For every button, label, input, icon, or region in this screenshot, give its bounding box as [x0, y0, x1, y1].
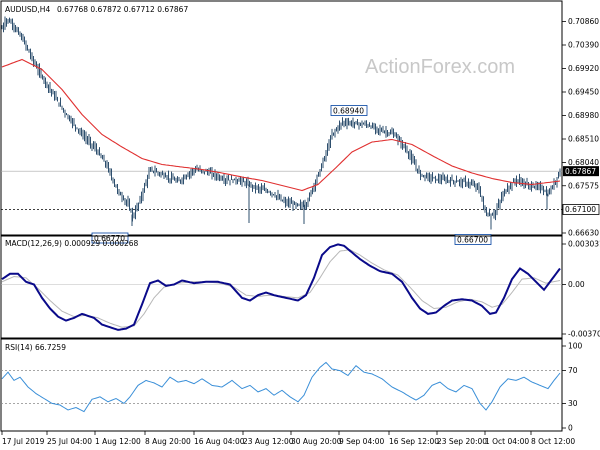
price-bars [1, 16, 561, 230]
time-tick-label: 1 Oct 04:00 [485, 437, 529, 446]
current-price-label: 0.67867 [565, 167, 596, 176]
time-tick-label: 1 Aug 12:00 [95, 437, 141, 446]
rsi-tick-label: 70 [568, 366, 578, 375]
time-axis: 17 Jul 2019 25 Jul 04:00 1 Aug 12:00 8 Aug … [1, 431, 575, 446]
macd-line [1, 243, 561, 331]
support-price-tag: 0.67100 [562, 204, 600, 215]
macd-axis: 0.003031 0.00 -0.003706 [562, 240, 600, 339]
time-tick-label: 23 Sep 20:00 [437, 437, 487, 446]
macd-tick-label: 0.003031 [568, 240, 600, 249]
price-pane: AUDUSD,H4 0.67768 0.67872 0.67712 0.6786… [0, 0, 600, 245]
rsi-title: RSI(14) 66.7259 [5, 343, 66, 352]
price-tick-label: 0.69920 [568, 64, 599, 73]
price-tick-label: 0.68040 [568, 158, 599, 167]
price-tick-label: 0.68980 [568, 111, 599, 120]
price-title: AUDUSD,H4 [5, 5, 50, 14]
price-tick-label: 0.68510 [568, 135, 599, 144]
support-price-label: 0.67100 [565, 205, 596, 214]
annotation-low-2: 0.66700 [454, 234, 492, 245]
price-tick-label: 0.67575 [568, 181, 599, 190]
price-ohlc-header: 0.67768 0.67872 0.67712 0.67867 [57, 5, 188, 14]
macd-pane: MACD(12,26,9) 0.000929 0.000268 0.003031… [0, 235, 600, 339]
rsi-axis: 100 70 30 0 [562, 342, 583, 433]
macd-title: MACD(12,26,9) 0.000929 0.000268 [5, 239, 139, 248]
macd-pane-border [0, 235, 563, 339]
rsi-line [1, 361, 561, 413]
annotation-low-1: 0.66770 [91, 232, 129, 244]
rsi-pane-border [0, 338, 563, 432]
time-tick-label: 17 Jul 2019 [2, 437, 45, 446]
watermark: ActionForex.com [365, 56, 515, 78]
current-price-tag: 0.67867 [563, 166, 599, 177]
time-tick-label: 16 Sep 12:00 [389, 437, 439, 446]
rsi-tick-label: 0 [568, 424, 573, 433]
time-tick-label: 9 Sep 04:00 [339, 437, 385, 446]
time-tick-label: 30 Aug 20:00 [291, 437, 342, 446]
rsi-tick-label: 30 [568, 399, 578, 408]
rsi-pane: RSI(14) 66.7259 100 70 30 0 [0, 338, 583, 433]
macd-tick-label: 0.00 [568, 280, 585, 289]
price-tick-label: 0.70860 [568, 17, 599, 26]
time-tick-label: 16 Aug 04:00 [194, 437, 245, 446]
annotation-high-label: 0.68940 [333, 106, 364, 115]
time-tick-label: 25 Jul 04:00 [47, 437, 92, 446]
price-tick-label: 0.69450 [568, 88, 599, 97]
moving-average-line [1, 58, 561, 192]
price-pane-border [0, 0, 563, 236]
time-tick-label: 8 Aug 20:00 [145, 437, 191, 446]
price-tick-label: 0.70390 [568, 41, 599, 50]
annotation-low-1-label: 0.66770 [94, 234, 125, 243]
rsi-tick-label: 100 [568, 342, 583, 351]
time-tick-label: 23 Aug 12:00 [243, 437, 294, 446]
macd-tick-label: -0.003706 [568, 330, 600, 339]
annotation-high: 0.68940 [330, 105, 368, 116]
time-tick-label: 8 Oct 12:00 [531, 437, 575, 446]
annotation-low-2-label: 0.66700 [457, 235, 488, 244]
price-tick-label: 0.66630 [568, 229, 599, 238]
